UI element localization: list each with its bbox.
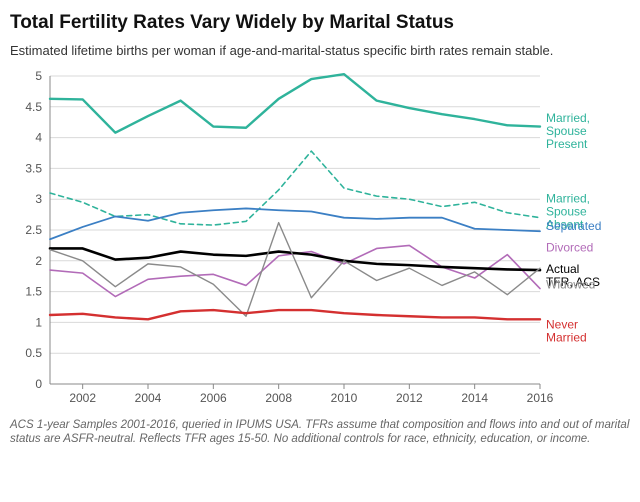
y-tick-label: 2.5 bbox=[25, 223, 42, 237]
x-tick-label: 2010 bbox=[331, 391, 358, 405]
x-tick-label: 2014 bbox=[461, 391, 488, 405]
series-married_present bbox=[50, 74, 540, 133]
line-chart-svg: 0 0.5 1 1.5 2 2.5 3 3.5 4 4.5 5 2002 2004 2006 2008 201… bbox=[10, 62, 630, 412]
y-tick-label: 3.5 bbox=[25, 161, 42, 175]
x-tick-label: 2008 bbox=[265, 391, 292, 405]
y-tick-label: 1 bbox=[35, 315, 42, 329]
chart-title: Total Fertility Rates Vary Widely by Mar… bbox=[10, 12, 630, 34]
series-separated bbox=[50, 208, 540, 239]
y-tick-label: 1.5 bbox=[25, 284, 42, 298]
chart-footnote: ACS 1-year Samples 2001-2016, queried in… bbox=[10, 418, 630, 448]
label-married_present: Married,SpousePresent bbox=[546, 111, 590, 151]
y-tick-label: 5 bbox=[35, 69, 42, 83]
chart-subtitle: Estimated lifetime births per woman if a… bbox=[10, 42, 630, 60]
label-never_married: NeverMarried bbox=[546, 317, 587, 344]
y-tick-label: 4.5 bbox=[25, 99, 42, 113]
series-never_married bbox=[50, 310, 540, 319]
label-widowed: Widowed bbox=[546, 277, 595, 291]
y-tick-label: 3 bbox=[35, 192, 42, 206]
x-tick-label: 2016 bbox=[527, 391, 554, 405]
x-tick-label: 2006 bbox=[200, 391, 227, 405]
series-married_absent bbox=[50, 151, 540, 225]
x-tick-label: 2004 bbox=[135, 391, 162, 405]
chart-area: 0 0.5 1 1.5 2 2.5 3 3.5 4 4.5 5 2002 2004 2006 2008 201… bbox=[10, 62, 630, 412]
x-tick-label: 2002 bbox=[69, 391, 96, 405]
x-tick-label: 2012 bbox=[396, 391, 423, 405]
series-widowed bbox=[50, 222, 540, 316]
label-divorced: Divorced bbox=[546, 240, 593, 254]
y-tick-label: 0.5 bbox=[25, 346, 42, 360]
y-tick-label: 0 bbox=[35, 377, 42, 391]
label-separated: Separated bbox=[546, 219, 601, 233]
y-tick-label: 2 bbox=[35, 253, 42, 267]
y-tick-label: 4 bbox=[35, 130, 42, 144]
